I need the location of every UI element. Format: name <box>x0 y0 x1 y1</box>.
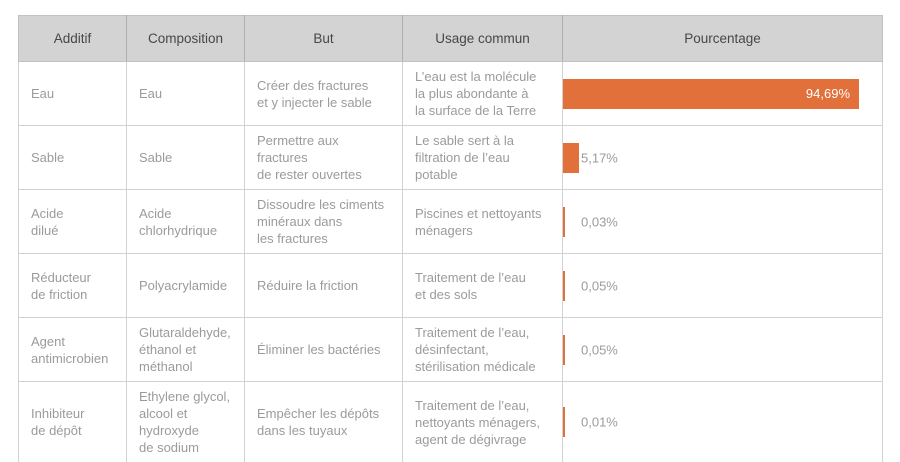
cell-usage: Traitement de l’eau et des sols <box>402 253 563 318</box>
table-row: Inhibiteur de dépôt Ethylene glycol, alc… <box>18 381 883 462</box>
table-row: Agent antimicrobien Glutaraldehyde, étha… <box>18 317 883 382</box>
percentage-value: 94,69% <box>805 86 850 101</box>
table-row: Acide dilué Acide chlorhydrique Dissoudr… <box>18 189 883 254</box>
cell-pourcentage: 0,05% <box>562 317 883 382</box>
percentage-value: 0,05% <box>581 342 618 357</box>
percentage-bar <box>563 206 565 237</box>
cell-pourcentage: 94,69% <box>562 61 883 126</box>
table-row: Réducteur de friction Polyacrylamide Réd… <box>18 253 883 318</box>
cell-composition: Glutaraldehyde, éthanol et méthanol <box>126 317 245 382</box>
cell-additif: Agent antimicrobien <box>18 317 127 382</box>
percentage-value: 0,01% <box>581 414 618 430</box>
percentage-bar <box>563 407 565 437</box>
cell-composition: Sable <box>126 125 245 190</box>
header-cell-usage-commun: Usage commun <box>402 15 563 62</box>
cell-but: Dissoudre les ciments minéraux dans les … <box>244 189 403 254</box>
percentage-value: 0,03% <box>581 214 618 229</box>
percentage-bar <box>563 334 565 365</box>
cell-usage: Traitement de l’eau, nettoyants ménagers… <box>402 381 563 462</box>
cell-composition: Eau <box>126 61 245 126</box>
cell-composition: Ethylene glycol, alcool et hydroxyde de … <box>126 381 245 462</box>
cell-additif: Sable <box>18 125 127 190</box>
cell-pourcentage: 0,03% <box>562 189 883 254</box>
header-cell-additif: Additif <box>18 15 127 62</box>
cell-pourcentage: 0,05% <box>562 253 883 318</box>
cell-additif: Réducteur de friction <box>18 253 127 318</box>
cell-usage: L’eau est la molécule la plus abondante … <box>402 61 563 126</box>
percentage-bar <box>563 142 579 173</box>
cell-but: Empêcher les dépôts dans les tuyaux <box>244 381 403 462</box>
cell-usage: Piscines et nettoyants ménagers <box>402 189 563 254</box>
cell-usage: Traitement de l’eau, désinfectant, stéri… <box>402 317 563 382</box>
cell-but: Éliminer les bactéries <box>244 317 403 382</box>
cell-but: Réduire la friction <box>244 253 403 318</box>
percentage-bar <box>563 270 565 301</box>
header-row: Additif Composition But Usage commun Pou… <box>18 15 883 62</box>
header-cell-composition: Composition <box>126 15 245 62</box>
cell-additif: Eau <box>18 61 127 126</box>
header-cell-pourcentage: Pourcentage <box>562 15 883 62</box>
cell-usage: Le sable sert à la filtration de l’eau p… <box>402 125 563 190</box>
percentage-bar: 94,69% <box>563 78 859 109</box>
table-row: Sable Sable Permettre aux fractures de r… <box>18 125 883 190</box>
cell-but: Permettre aux fractures de rester ouvert… <box>244 125 403 190</box>
cell-pourcentage: 0,01% <box>562 381 883 462</box>
cell-but: Créer des fractures et y injecter le sab… <box>244 61 403 126</box>
percentage-value: 0,05% <box>581 278 618 293</box>
table-row: Eau Eau Créer des fractures et y injecte… <box>18 61 883 126</box>
header-cell-but: But <box>244 15 403 62</box>
percentage-value: 5,17% <box>581 150 618 165</box>
cell-additif: Inhibiteur de dépôt <box>18 381 127 462</box>
cell-composition: Acide chlorhydrique <box>126 189 245 254</box>
table-body: Eau Eau Créer des fractures et y injecte… <box>18 61 883 462</box>
additives-table: Additif Composition But Usage commun Pou… <box>18 15 883 462</box>
cell-composition: Polyacrylamide <box>126 253 245 318</box>
cell-additif: Acide dilué <box>18 189 127 254</box>
cell-pourcentage: 5,17% <box>562 125 883 190</box>
